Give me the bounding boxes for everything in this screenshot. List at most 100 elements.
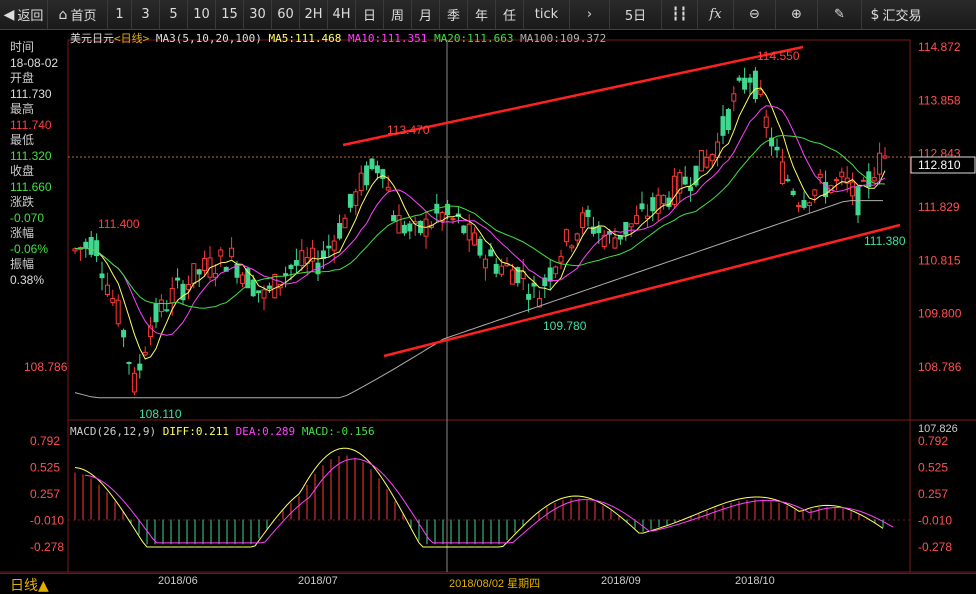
candle-body (882, 155, 888, 159)
candle-body (720, 116, 726, 136)
exchange-button[interactable]: $ 汇交易 (870, 6, 922, 25)
time-value: 18-08-02 (10, 55, 59, 70)
candle-body (196, 269, 202, 275)
period-tab-3[interactable]: 3 (132, 0, 160, 30)
candle-body (747, 77, 753, 83)
period-label: <日线> (114, 32, 150, 45)
candle-body (331, 240, 337, 251)
period-tab-2H[interactable]: 2H (300, 0, 328, 30)
ma-legend: 美元日元<日线> MA3(5,10,20,100) MA5:111.468 MA… (70, 30, 606, 45)
period-tab-4H[interactable]: 4H (328, 0, 356, 30)
pen-icon[interactable]: ✎ (818, 0, 862, 30)
candle-body (866, 171, 872, 188)
chart-area[interactable]: 114.872113.858112.843111.829110.815109.8… (0, 30, 976, 575)
formula-icon[interactable]: fx (698, 0, 734, 30)
candle-body (99, 273, 105, 279)
candle-body (261, 289, 267, 299)
candle-body (407, 223, 413, 232)
candle-body (342, 217, 348, 229)
bottom-bar: 日线▲ (0, 573, 976, 594)
candle-body (180, 283, 186, 301)
candle-body (499, 265, 505, 275)
period-tabs: 1 3 5 10 15 30 60 2H 4H 日周月季年任 tick (108, 0, 570, 30)
period-selector[interactable]: 日线▲ (10, 578, 49, 594)
pct-label: 涨幅 (10, 226, 35, 240)
candle-body (850, 181, 856, 197)
candle-body (175, 277, 181, 281)
candle-body (353, 191, 359, 206)
zoom-in-icon[interactable]: ⊕ (776, 0, 818, 30)
candle-body (445, 203, 451, 216)
period-tab-日[interactable]: 日 (356, 0, 384, 30)
back-button[interactable]: ◀ 返回 (0, 0, 48, 30)
price-tick: 108.786 (918, 360, 962, 374)
candle-body (806, 202, 812, 206)
candle-body (677, 172, 683, 194)
candle-body (337, 223, 343, 239)
candle-body (391, 215, 397, 222)
period-tab-5[interactable]: 5 (160, 0, 188, 30)
dea-line (84, 458, 894, 544)
candle-body (131, 372, 137, 393)
candle-body (72, 248, 78, 252)
annotation-high: 114.550 (757, 49, 800, 63)
period-tab-周[interactable]: 周 (384, 0, 412, 30)
candle-body (115, 299, 121, 325)
period-tab-tick[interactable]: tick (524, 0, 570, 30)
candle-body (380, 169, 386, 179)
period-tab-10[interactable]: 10 (188, 0, 216, 30)
period-tab-1[interactable]: 1 (108, 0, 132, 30)
candle-body (153, 302, 159, 323)
period-tab-60[interactable]: 60 (272, 0, 300, 30)
ma20-value: MA20:111.663 (434, 32, 514, 45)
ma-config-label[interactable]: MA3(5,10,20,100) (155, 32, 262, 45)
period-tab-15[interactable]: 15 (216, 0, 244, 30)
candle-body (283, 273, 289, 276)
low-value: 111.320 (10, 148, 52, 163)
period-tab-任[interactable]: 任 (496, 0, 524, 30)
candle-body (709, 153, 715, 162)
diff-line (74, 447, 884, 548)
ma10-value: MA10:111.351 (347, 32, 428, 45)
candle-body (769, 137, 775, 147)
zoom-out-icon[interactable]: ⊖ (734, 0, 776, 30)
next-button[interactable]: › (570, 0, 610, 30)
macd-value: MACD:-0.156 (301, 425, 375, 438)
macd-title[interactable]: MACD(26,12,9) (70, 425, 157, 438)
price-tick: 109.800 (918, 307, 962, 321)
period-tab-年[interactable]: 年 (468, 0, 496, 30)
price-tick: 114.872 (918, 40, 961, 54)
candle-body (185, 283, 191, 291)
five-day-button[interactable]: 5日 (610, 0, 662, 30)
symbol-label: 美元日元 (70, 32, 114, 45)
candle-body (698, 150, 704, 172)
annotation-high: 113.470 (387, 123, 430, 137)
macd-tick-right: 0.257 (918, 487, 948, 501)
home-button[interactable]: ⌂ 首页 (48, 0, 108, 30)
candle-body (266, 285, 272, 289)
candle-body (655, 194, 661, 214)
candle-body (742, 77, 748, 90)
candle-body (801, 200, 807, 208)
candle-body (461, 225, 467, 234)
candle-body (239, 274, 245, 284)
open-value: 111.730 (10, 86, 52, 101)
candle-body (661, 194, 667, 205)
candle-body (374, 165, 380, 174)
annotation-high: 111.400 (98, 217, 140, 231)
candle-body (790, 190, 796, 195)
candle-body (288, 264, 294, 269)
candle-body (671, 175, 677, 205)
candle-body (88, 237, 94, 255)
period-tab-季[interactable]: 季 (440, 0, 468, 30)
candlestick-icon[interactable]: ┇┇ (662, 0, 698, 30)
candle-body (547, 267, 553, 282)
period-tab-月[interactable]: 月 (412, 0, 440, 30)
period-tab-30[interactable]: 30 (244, 0, 272, 30)
macd-tick-right: 0.792 (918, 434, 948, 448)
candle-body (515, 267, 521, 284)
candle-body (326, 245, 332, 249)
candle-body (563, 229, 569, 243)
candle-body (488, 249, 494, 257)
candle-body (218, 249, 224, 257)
